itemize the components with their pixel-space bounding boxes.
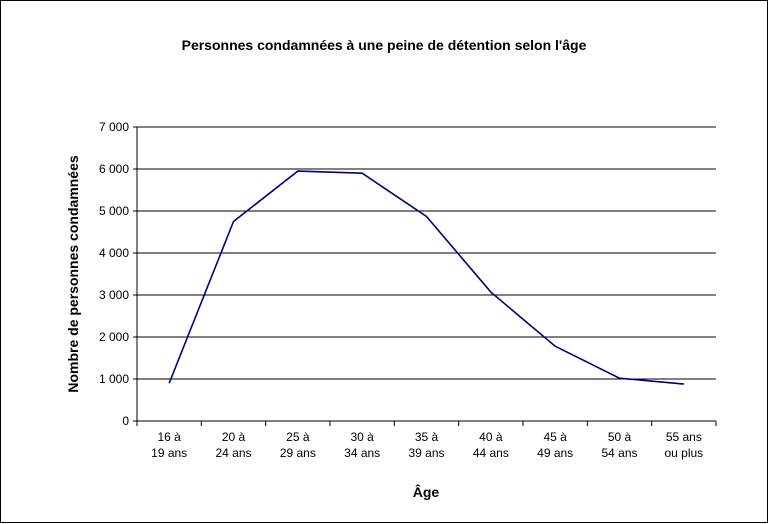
x-tick-label: 55 ans ou plus (664, 430, 703, 460)
y-tick-label: 0 (122, 414, 129, 428)
x-tick-label: 30 à 34 ans (344, 430, 380, 460)
chart-title: Personnes condamnées à une peine de déte… (182, 37, 587, 53)
y-tick-label: 4 000 (99, 246, 129, 260)
data-line (168, 170, 684, 385)
y-tick-label: 7 000 (99, 120, 129, 134)
y-tick-label: 2 000 (99, 330, 129, 344)
x-tick-label: 20 à 24 ans (215, 430, 251, 460)
x-tick-label: 50 à 54 ans (601, 430, 637, 460)
x-tick-label: 35 à 39 ans (408, 430, 444, 460)
y-tick-label: 5 000 (99, 204, 129, 218)
x-tick-label: 25 à 29 ans (280, 430, 316, 460)
x-tick-label: 16 à 19 ans (151, 430, 187, 460)
y-tick-label: 3 000 (99, 288, 129, 302)
x-tick-label: 40 à 44 ans (473, 430, 509, 460)
y-tick-label: 6 000 (99, 162, 129, 176)
x-axis-label: Âge (413, 483, 440, 500)
y-axis-label: Nombre de personnes condamnées (65, 155, 81, 393)
x-tick-label: 45 à 49 ans (537, 430, 573, 460)
y-tick-label: 1 000 (99, 372, 129, 386)
